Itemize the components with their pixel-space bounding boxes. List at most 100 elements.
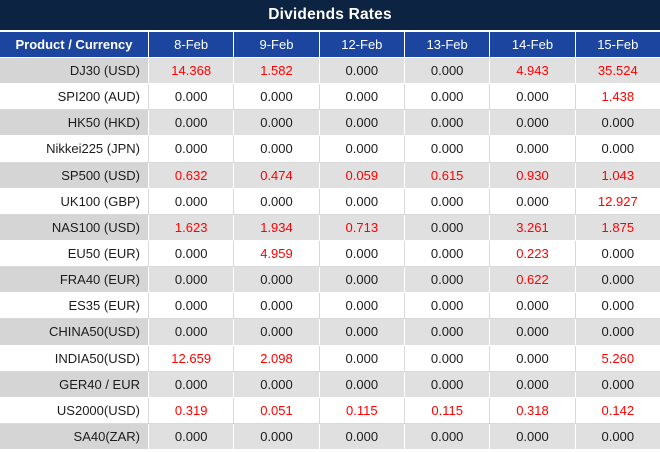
table-row: UK100 (GBP) 0.000 0.000 0.000 0.000 0.000 12.9…	[0, 188, 660, 215]
dividend-value-cell: 0.000	[489, 188, 575, 214]
dividend-value-cell: 0.000	[148, 267, 234, 293]
column-header-date: 15-Feb	[574, 32, 660, 57]
table-header-row: Product / Currency 8-Feb 9-Feb 12-Feb 13-Fe…	[0, 32, 660, 58]
table-title-bar: Dividends Rates	[0, 0, 660, 32]
dividend-value-cell: 0.000	[233, 84, 319, 110]
dividend-value-cell: 0.000	[318, 371, 404, 397]
dividend-value-cell: 0.115	[403, 397, 490, 423]
dividend-value-cell: 0.000	[574, 136, 660, 162]
table-row: INDIA50(USD) 12.659 2.098 0.000 0.000 0.000 5.…	[0, 345, 660, 372]
dividend-value-cell: 0.000	[318, 423, 404, 450]
dividend-value-cell: 35.524	[574, 58, 660, 84]
dividend-value-cell: 3.261	[489, 214, 575, 240]
dividend-value-cell: 0.318	[489, 397, 575, 423]
column-header-date: 8-Feb	[148, 32, 234, 57]
dividend-value-cell: 0.000	[148, 293, 234, 319]
dividend-value-cell: 0.000	[233, 423, 319, 450]
dividend-value-cell: 1.934	[233, 214, 319, 240]
dividend-value-cell: 0.000	[233, 136, 319, 162]
dividend-value-cell: 0.051	[233, 397, 319, 423]
dividend-value-cell: 0.319	[148, 397, 234, 423]
dividend-value-cell: 0.000	[403, 345, 490, 371]
dividend-value-cell: 0.000	[403, 84, 490, 110]
dividend-value-cell: 0.000	[574, 240, 660, 267]
dividend-value-cell: 0.000	[233, 110, 319, 136]
dividend-value-cell: 0.000	[403, 214, 490, 240]
product-label: SP500 (USD)	[0, 162, 148, 188]
dividend-value-cell: 0.000	[148, 319, 234, 345]
product-label: GER40 / EUR	[0, 371, 148, 397]
dividend-value-cell: 0.000	[148, 84, 234, 110]
dividend-value-cell: 0.000	[574, 423, 660, 450]
product-label: EU50 (EUR)	[0, 240, 148, 267]
dividend-value-cell: 0.000	[148, 136, 234, 162]
dividend-value-cell: 0.000	[148, 240, 234, 267]
dividend-value-cell: 0.713	[318, 214, 404, 240]
table-row: GER40 / EUR 0.000 0.000 0.000 0.000 0.000 0.00…	[0, 371, 660, 398]
dividend-value-cell: 0.000	[318, 319, 404, 345]
table-row: SP500 (USD) 0.632 0.474 0.059 0.615 0.930 1.04…	[0, 162, 660, 189]
dividend-value-cell: 1.438	[574, 84, 660, 110]
dividend-value-cell: 0.000	[318, 110, 404, 136]
dividend-value-cell: 0.000	[574, 110, 660, 136]
dividend-value-cell: 0.223	[489, 240, 575, 267]
dividend-value-cell: 0.059	[318, 162, 404, 188]
dividend-value-cell: 1.623	[148, 214, 234, 240]
dividend-value-cell: 0.000	[318, 84, 404, 110]
dividend-value-cell: 1.875	[574, 214, 660, 240]
table-row: Nikkei225 (JPN) 0.000 0.000 0.000 0.000 0.000…	[0, 136, 660, 163]
dividend-value-cell: 4.959	[233, 240, 319, 267]
product-label: Nikkei225 (JPN)	[0, 136, 148, 162]
dividend-value-cell: 0.000	[489, 371, 575, 397]
product-label: HK50 (HKD)	[0, 110, 148, 136]
product-label: INDIA50(USD)	[0, 345, 148, 371]
table-row: ES35 (EUR) 0.000 0.000 0.000 0.000 0.000 0.000	[0, 293, 660, 320]
dividend-value-cell: 1.043	[574, 162, 660, 188]
column-header-date: 9-Feb	[233, 32, 319, 57]
table-row: HK50 (HKD) 0.000 0.000 0.000 0.000 0.000 0.000	[0, 110, 660, 137]
dividend-value-cell: 0.930	[489, 162, 575, 188]
dividend-value-cell: 0.000	[489, 136, 575, 162]
dividend-value-cell: 0.615	[403, 162, 490, 188]
dividend-value-cell: 14.368	[148, 58, 234, 84]
dividend-value-cell: 0.000	[233, 319, 319, 345]
dividend-value-cell: 0.474	[233, 162, 319, 188]
dividend-value-cell: 0.000	[403, 319, 490, 345]
dividend-value-cell: 0.000	[233, 188, 319, 214]
dividend-value-cell: 0.000	[318, 240, 404, 267]
column-header-product-currency: Product / Currency	[0, 32, 148, 57]
dividend-value-cell: 0.000	[318, 188, 404, 214]
dividend-value-cell: 0.000	[574, 293, 660, 319]
table-body: DJ30 (USD) 14.368 1.582 0.000 0.000 4.943 35.5…	[0, 58, 660, 451]
dividend-value-cell: 0.142	[574, 397, 660, 423]
dividend-value-cell: 0.622	[489, 267, 575, 293]
dividend-value-cell: 0.000	[403, 58, 490, 84]
dividend-value-cell: 0.000	[403, 110, 490, 136]
dividend-value-cell: 0.000	[489, 423, 575, 450]
dividend-value-cell: 0.000	[318, 293, 404, 319]
dividend-value-cell: 0.000	[403, 240, 490, 267]
dividend-value-cell: 0.000	[233, 293, 319, 319]
dividend-value-cell: 2.098	[233, 345, 319, 371]
dividend-value-cell: 0.000	[403, 293, 490, 319]
dividend-value-cell: 0.000	[403, 371, 490, 397]
dividend-value-cell: 0.000	[489, 110, 575, 136]
product-label: UK100 (GBP)	[0, 188, 148, 214]
dividend-value-cell: 0.000	[403, 188, 490, 214]
product-label: CHINA50(USD)	[0, 319, 148, 345]
dividend-value-cell: 0.000	[233, 371, 319, 397]
dividend-value-cell: 0.000	[574, 319, 660, 345]
dividend-value-cell: 0.000	[489, 319, 575, 345]
product-label: DJ30 (USD)	[0, 58, 148, 84]
table-row: DJ30 (USD) 14.368 1.582 0.000 0.000 4.943 35.5…	[0, 58, 660, 85]
product-label: SA40(ZAR)	[0, 423, 148, 450]
product-label: SPI200 (AUD)	[0, 84, 148, 110]
column-header-date: 12-Feb	[318, 32, 404, 57]
table-title: Dividends Rates	[268, 6, 392, 23]
dividend-value-cell: 0.000	[318, 345, 404, 371]
product-label: ES35 (EUR)	[0, 293, 148, 319]
table-row: EU50 (EUR) 0.000 4.959 0.000 0.000 0.223 0.000	[0, 240, 660, 268]
dividend-value-cell: 0.000	[403, 136, 490, 162]
dividend-value-cell: 0.000	[489, 84, 575, 110]
